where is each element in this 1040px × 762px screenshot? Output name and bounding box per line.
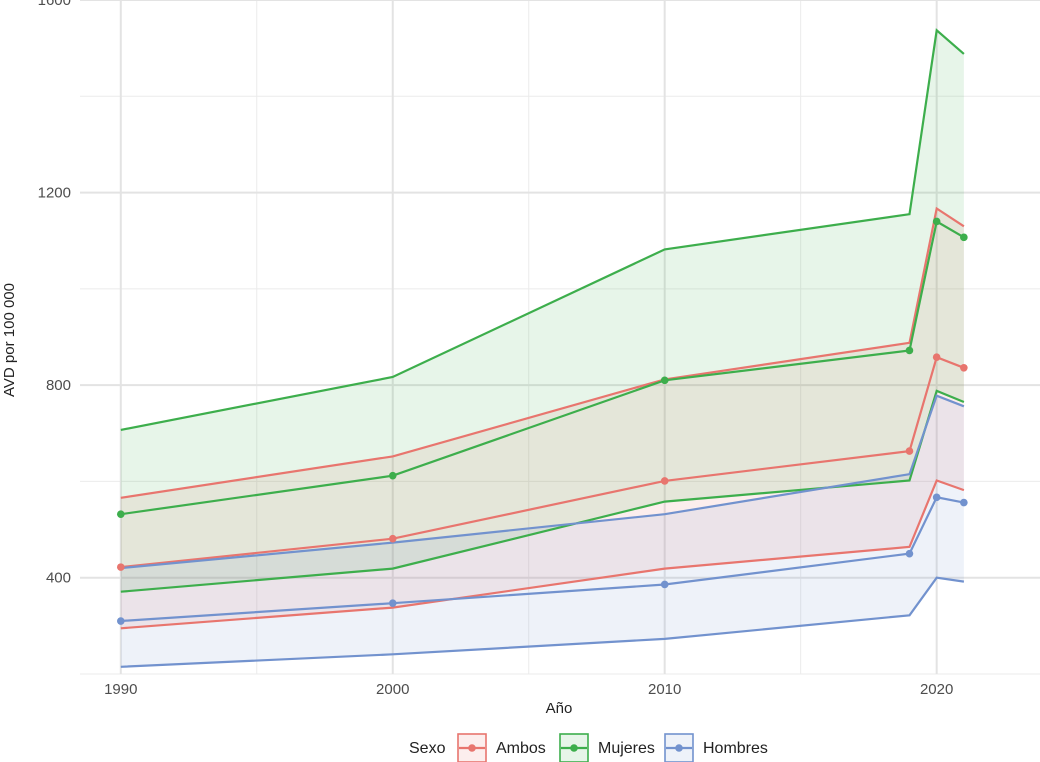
legend-label-hombres: Hombres (703, 740, 768, 757)
y-tick-label: 800 (46, 377, 71, 394)
y-tick-label: 400 (46, 570, 71, 587)
x-tick-label: 2000 (376, 681, 409, 698)
legend-label-mujeres: Mujeres (598, 740, 655, 757)
point-ambos (905, 447, 914, 455)
legend-point-mujeres (570, 744, 578, 752)
point-hombres (388, 599, 397, 608)
legend-label-ambos: Ambos (496, 740, 546, 757)
y-tick-label: 1600 (38, 0, 71, 9)
point-hombres (116, 617, 125, 625)
x-tick-label: 2020 (920, 681, 953, 698)
point-hombres (932, 493, 941, 502)
legend-point-hombres (675, 744, 683, 752)
ribbon-ambos (120, 208, 964, 629)
ribbon-mujeres (120, 30, 964, 592)
upper-line-ambos (120, 206, 965, 499)
y-axis-title: AVD por 100 000 (1, 283, 18, 397)
point-ambos (960, 364, 968, 372)
point-mujeres (932, 217, 941, 226)
line-mujeres (120, 219, 965, 516)
confidence-bands (120, 30, 964, 667)
grid (80, 0, 1040, 675)
upper-line-hombres (120, 394, 965, 570)
lower-line-hombres (120, 576, 965, 668)
point-mujeres (960, 233, 968, 242)
lower-line-ambos (120, 479, 965, 630)
point-mujeres (905, 346, 914, 355)
upper-line-mujeres (120, 28, 965, 431)
point-hombres (905, 549, 914, 558)
y-tick-label: 1200 (38, 185, 71, 202)
legend-title: Sexo (409, 740, 446, 757)
x-tick-label: 1990 (104, 681, 137, 698)
x-axis-title: Año (546, 700, 573, 717)
series-points (116, 217, 968, 625)
series-lines (120, 28, 965, 668)
point-mujeres (116, 510, 125, 518)
point-hombres (660, 580, 669, 589)
legend: Sexo Ambos Mujeres Hombres (409, 733, 768, 762)
line-ambos (120, 355, 965, 569)
lower-line-mujeres (120, 389, 965, 593)
point-ambos (660, 477, 669, 485)
legend-point-ambos (468, 744, 476, 752)
tick-labels: 1990 2000 2010 2020 400 800 1200 1600 (38, 0, 954, 698)
point-ambos (932, 353, 941, 362)
point-hombres (960, 498, 968, 507)
point-ambos (388, 534, 397, 543)
x-tick-label: 2010 (648, 681, 681, 698)
point-ambos (116, 563, 125, 571)
point-mujeres (388, 471, 397, 480)
line-hombres (120, 496, 965, 623)
point-mujeres (660, 376, 669, 385)
